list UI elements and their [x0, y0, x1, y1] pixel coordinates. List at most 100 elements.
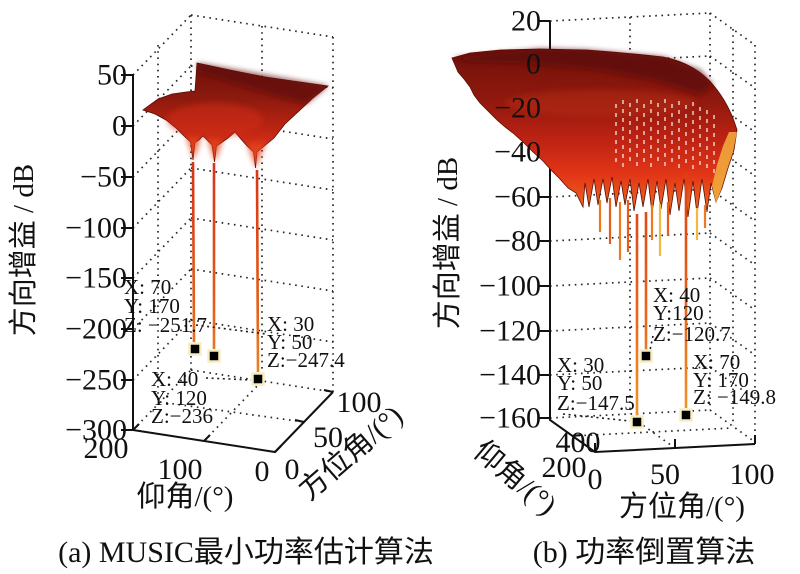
- plot-b-zlabel: 方向增益 / dB: [431, 157, 464, 329]
- plot-b-datatip-3: X: 70 Y: 170 Z: −149.8: [693, 350, 776, 409]
- datatip-line: Y: 50: [267, 330, 312, 354]
- surface-b-spikes: [598, 198, 707, 260]
- datatip-line: Y: 170: [124, 294, 180, 318]
- surface-a-funnel-glow-1: [186, 136, 201, 160]
- datatip-line: X: 30: [557, 353, 604, 377]
- plot-a-axes: [121, 74, 334, 454]
- plot-b-xlabel: 方位角/(°): [619, 490, 745, 523]
- plot-a-caption: (a) MUSIC最小功率估计算法: [58, 536, 434, 569]
- z-tick-label: −60: [494, 181, 541, 214]
- datatip-line: Y: 170: [693, 368, 749, 392]
- z-tick-label: −200: [65, 313, 127, 346]
- z-tick-label: 0: [112, 110, 127, 143]
- datatip-line: X: 30: [267, 312, 314, 336]
- z-tick-label: −50: [80, 161, 127, 194]
- plot-b-x-tick-labels: 0 50 100: [588, 458, 775, 496]
- surface-b-top-shade: [452, 49, 714, 95]
- plot-a-surface: [142, 62, 329, 169]
- datatip-marker[interactable]: [251, 372, 265, 386]
- plot-a-null-lines: [191, 161, 260, 373]
- x-tick-label: 50: [650, 458, 680, 491]
- plot-a-z-tick-labels: 50 0 −50 −100 −150 −200 −250 −300: [65, 59, 127, 447]
- surface-a-funnel-glow-3: [247, 142, 266, 168]
- surface-b-strand-gaps: [615, 99, 715, 175]
- datatip-marker[interactable]: [188, 342, 202, 356]
- plot-a-zlabel: 方向增益 / dB: [7, 164, 40, 336]
- plot-a-datatip-2: X: 40 Y: 120 Z:−236: [151, 367, 213, 428]
- plot-a-grid: [132, 14, 334, 442]
- datatip-marker[interactable]: [639, 349, 653, 363]
- datatip-line: Y: 120: [151, 386, 207, 410]
- surface-b-yellow-fringe: [712, 132, 737, 203]
- plot-a-y-tick-labels: 0 50 100: [285, 386, 382, 486]
- plot-a: 50 0 −50 −100 −150 −200 −250 −300 200 10…: [7, 14, 434, 569]
- plot-b-markers: [630, 349, 693, 429]
- datatip-line: Z: −149.8: [693, 385, 776, 409]
- x-tick-label: 0: [255, 455, 270, 488]
- datatip-line: Z:−120.7: [653, 322, 731, 346]
- plot-a-datatip-3: X: 30 Y: 50 Z:−247.4: [267, 312, 345, 372]
- datatip-line: Z:−147.5: [557, 391, 635, 415]
- datatip-marker[interactable]: [630, 415, 644, 429]
- datatip-line: Z: −251.7: [124, 313, 207, 337]
- x-tick-label: 0: [588, 463, 603, 496]
- plot-b-datatip-1: X: 40 Y:120 Z:−120.7: [653, 283, 731, 346]
- plot-b-null-lines: [635, 172, 688, 416]
- datatip-line: X: 70: [124, 275, 171, 299]
- plot-b-caption: (b) 功率倒置算法: [533, 536, 755, 569]
- plot-b: 20 0 −20 −40 −60 −80 −100 −120 −140 −160…: [431, 5, 776, 570]
- plot-a-z-tickmarks: [121, 74, 133, 431]
- surface-a-funnel-glow-2: [207, 138, 223, 162]
- z-tick-label: −160: [479, 402, 541, 435]
- plot-a-markers: [188, 342, 265, 386]
- surface-a-highlight: [167, 103, 263, 137]
- z-tick-label: −150: [65, 262, 127, 295]
- z-tick-label: −100: [479, 270, 541, 303]
- plot-a-xy-tickmarks: [132, 389, 334, 453]
- datatip-marker[interactable]: [207, 349, 221, 363]
- plot-b-datatip-2: X: 30 Y: 50 Z:−147.5: [557, 353, 635, 415]
- z-tick-label: −80: [494, 225, 541, 258]
- x-tick-label: 100: [158, 453, 203, 486]
- surface-b-band-highlight: [505, 90, 695, 116]
- datatip-line: X: 40: [653, 283, 700, 307]
- x-tick-label: 100: [730, 458, 775, 491]
- z-tick-label: 20: [511, 5, 541, 38]
- z-tick-label: −250: [65, 364, 127, 397]
- z-tick-label: −120: [479, 315, 541, 348]
- datatip-line: Y: 50: [557, 371, 602, 395]
- surface-a-top-shade: [197, 63, 328, 104]
- z-tick-label: −20: [494, 92, 541, 125]
- datatip-line: Z:−247.4: [267, 348, 345, 372]
- plot-b-z-tick-labels: 20 0 −20 −40 −60 −80 −100 −120 −140 −160: [479, 5, 541, 435]
- plot-a-xlabel: 仰角/(°): [137, 480, 234, 513]
- datatip-line: X: 40: [151, 367, 198, 391]
- plot-b-xy-tickmarks: [571, 434, 756, 452]
- x-tick-label: 200: [84, 432, 129, 465]
- y-tick-label: 200: [542, 451, 587, 484]
- y-tick-label: 50: [313, 421, 343, 454]
- plot-a-x-tick-labels: 200 100 0: [84, 432, 270, 488]
- surface-b-body: [451, 48, 738, 218]
- datatip-marker[interactable]: [679, 408, 693, 422]
- z-tick-label: 0: [526, 48, 541, 81]
- plot-b-leaders: [562, 335, 654, 422]
- plot-a-datatip-1: X: 70 Y: 170 Z: −251.7: [124, 275, 207, 337]
- plot-b-y-tick-labels: 400 200: [542, 426, 601, 484]
- plot-b-surface: [451, 48, 738, 260]
- y-tick-label: 0: [285, 453, 300, 486]
- datatip-line: Y:120: [653, 301, 704, 325]
- y-tick-label: 400: [556, 426, 601, 459]
- z-tick-label: −100: [65, 212, 127, 245]
- plot-a-leaders: [195, 324, 267, 381]
- z-tick-label: −300: [65, 414, 127, 447]
- z-tick-label: 50: [97, 59, 127, 92]
- plot-b-grid: [549, 12, 756, 449]
- datatip-line: X: 70: [693, 350, 740, 374]
- y-tick-label: 100: [337, 386, 382, 419]
- z-tick-label: −140: [479, 359, 541, 392]
- datatip-line: Z:−236: [151, 404, 213, 428]
- z-tick-label: −40: [494, 136, 541, 169]
